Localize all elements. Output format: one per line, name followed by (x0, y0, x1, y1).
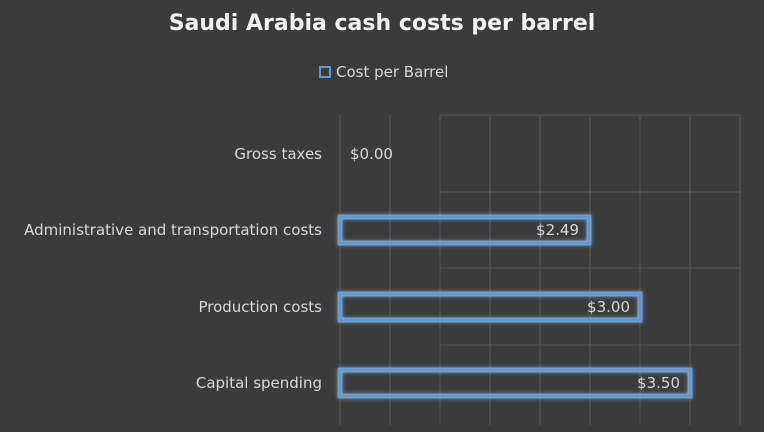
bar (339, 369, 691, 397)
legend-label: Cost per Barrel (336, 63, 448, 81)
category-label: Production costs (198, 298, 322, 316)
data-label: $3.00 (587, 298, 630, 316)
bar (339, 293, 641, 321)
labels: Gross taxes $0.00 Administrative and trans… (24, 145, 680, 392)
category-label: Gross taxes (234, 145, 322, 163)
gridlines (339, 114, 741, 425)
bars (337, 214, 693, 399)
legend-swatch (319, 66, 331, 78)
chart-title: Saudi Arabia cash costs per barrel (169, 11, 596, 36)
category-label: Capital spending (196, 374, 322, 392)
data-label: $0.00 (350, 145, 393, 163)
data-label: $3.50 (637, 374, 680, 392)
bar (339, 216, 590, 244)
data-label: $2.49 (536, 221, 579, 239)
category-label: Administrative and transportation costs (24, 221, 322, 239)
legend: Cost per Barrel (319, 63, 448, 81)
